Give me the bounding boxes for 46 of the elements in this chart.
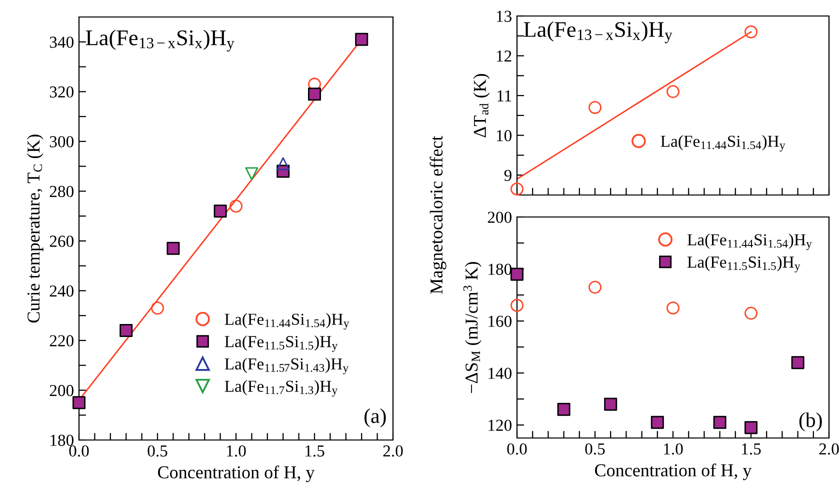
y-tick-label: 180 <box>488 264 512 275</box>
x-axis-title: Concentration of H, y <box>158 466 315 482</box>
x-tick-label: 1.5 <box>742 443 761 455</box>
legend-label: La(Fe$_{11.7}$Si$_{1.3}$)H$_{y}$ <box>224 380 338 397</box>
legend-label: La(Fe$_{11.5}$Si$_{1.5}$)H$_{y}$ <box>687 256 800 272</box>
x-tick-label: 1.0 <box>664 443 683 455</box>
y-tick-label: 9 <box>504 170 512 182</box>
legend-label: La(Fe$_{11.5}$Si$_{1.5}$)H$_{y}$ <box>224 336 338 352</box>
legend-label: La(Fe$_{11.44}$Si$_{1.54}$)H$_{y}$ <box>660 135 786 152</box>
y-axis-title: −ΔS$_{M}$ (mJ/cm$^{3}$ K) <box>463 262 482 394</box>
x-tick-label: 1.5 <box>306 445 324 457</box>
x-axis-title: Concentration of H, y <box>595 464 752 480</box>
y-axis-title: ΔT$_{ad}$ (K) <box>473 74 490 138</box>
y-tick-label: 280 <box>50 186 74 198</box>
y-tick-label: 140 <box>488 368 512 379</box>
y-axis-title: Curie temperature, T$_{C}$ (K) <box>26 134 44 323</box>
y-tick-label: 240 <box>50 285 74 297</box>
text: Magnetocaloric effect <box>430 136 446 294</box>
annotation: La(Fe$_{13−x}$Si$_{x}$)H$_{y}$ <box>524 21 672 44</box>
x-tick-label: 2.0 <box>819 443 839 455</box>
y-tick-label: 300 <box>50 136 74 148</box>
x-tick-label: 2.0 <box>383 445 403 457</box>
x-tick-label: 0.0 <box>69 445 89 457</box>
y-tick-label: 13 <box>496 10 512 22</box>
x-tick-label: 1.0 <box>227 445 246 457</box>
y-tick-label: 160 <box>488 316 512 327</box>
y-tick-label: 200 <box>50 384 74 396</box>
legend-label: La(Fe$_{11.44}$Si$_{1.54}$)H$_{y}$ <box>224 313 350 330</box>
y-tick-label: 260 <box>50 236 74 247</box>
y-tick-label: 340 <box>50 36 74 48</box>
y-tick-label: 320 <box>50 86 74 98</box>
y-tick-label: 10 <box>496 130 512 142</box>
x-tick-label: 0.5 <box>148 445 168 457</box>
y-tick-label: 11 <box>498 90 512 102</box>
legend-label: La(Fe$_{11.57}$Si$_{1.43}$)H$_{y}$ <box>224 358 349 374</box>
y-tick-label: 220 <box>50 335 74 346</box>
y-tick-label: 120 <box>488 420 512 431</box>
x-tick-label: 0.0 <box>507 443 527 455</box>
annotation: (a) <box>364 408 386 428</box>
y-tick-label: 180 <box>50 434 74 446</box>
annotation: La(Fe$_{13−x}$Si$_{x}$)H$_{y}$ <box>86 30 234 52</box>
legend-label: La(Fe$_{11.44}$Si$_{1.54}$)H$_{y}$ <box>687 234 812 250</box>
annotation: (b) <box>799 412 822 432</box>
y-tick-label: 200 <box>488 212 512 223</box>
y-tick-label: 12 <box>496 50 512 62</box>
x-tick-label: 0.5 <box>585 443 605 455</box>
